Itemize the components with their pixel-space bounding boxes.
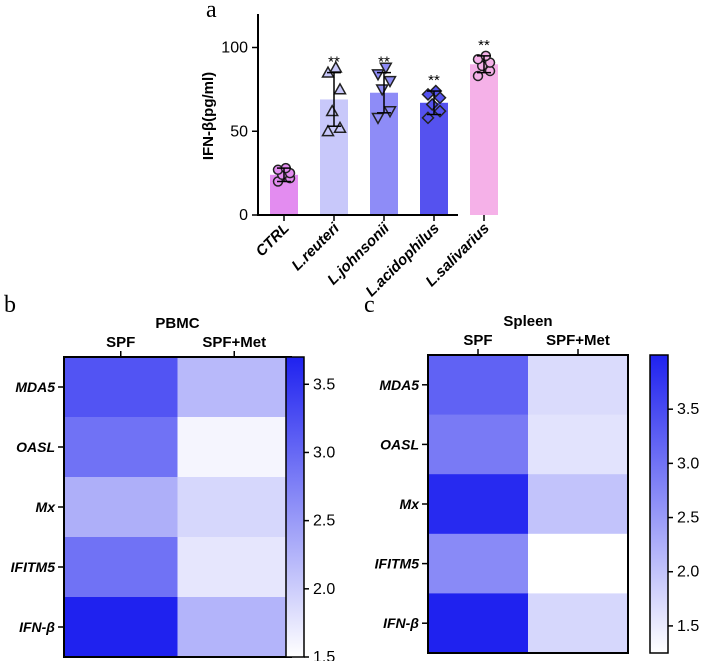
colorbar-tick-label: 1.5 [313,649,335,661]
heatmap-row-label: Mx [36,499,57,515]
panel-label-a: a [206,0,217,23]
data-point [383,106,397,119]
bar [470,64,498,215]
heatmap-row-label: OASL [380,436,419,452]
significance-label: ** [478,37,490,54]
heatmap-cell [64,417,178,478]
data-point [333,120,347,134]
heatmap-cell [177,537,292,598]
bar-y-ticks: 0 50 100 [221,40,258,224]
heatmap-row-label: OASL [16,439,55,455]
colorbar [649,354,669,654]
bar-significance-labels: ** ** ** ** [328,37,490,89]
heatmap-row-label: MDA5 [15,379,55,395]
heatmap-cell [528,414,629,475]
heatmap-cell [428,593,529,654]
heatmap-cell [428,533,529,594]
bar-category-label: CTRL [253,220,293,260]
heatmap-cell [177,357,292,418]
heatmap-column-label: SPF+Met [202,334,266,351]
heatmap-cell [428,414,529,475]
colorbar-tick-label: 2.5 [677,510,699,527]
colorbar-tick-label: 1.5 [677,618,699,635]
colorbar [285,356,305,658]
heatmap-cell [64,597,178,658]
heatmap-column-label: SPF [463,332,492,349]
heatmap-border [427,354,629,654]
heatmap-cell [528,593,629,654]
data-point [325,104,339,117]
heatmap-cell [64,537,178,598]
significance-label: ** [378,54,390,71]
heatmap-cell [177,417,292,478]
colorbar-tick-label: 2.0 [313,581,335,598]
heatmap-cell [428,474,529,535]
heatmap-cell [528,355,629,416]
heatmap-row-label: IFITM5 [11,559,56,575]
data-point [379,62,393,75]
heatmap-cell [177,597,292,658]
significance-label: ** [328,54,340,71]
colorbar-tick-label: 3.0 [677,455,699,472]
colorbar-tick-label: 3.5 [677,401,699,418]
data-point [425,97,439,112]
data-point [371,69,385,82]
bar-y-axis-label: IFN-β(pg/ml) [200,72,217,160]
data-point [333,82,347,95]
heatmap-row-label: Mx [400,496,421,512]
heatmap-cell [528,533,629,594]
heatmap-row-label: IFITM5 [375,556,420,572]
heatmap-title: PBMC [155,315,199,332]
heatmap-row-label: IFN-β [383,615,419,631]
heatmap-pbmc: PBMC SPF SPF+Met MDA5 OASL Mx IFITM5 IFN-β 1.5 2.… [11,315,336,661]
heatmap-row-label: MDA5 [379,377,419,393]
bar-error-bars [277,55,491,183]
bar-category-labels: CTRLL.reuteriL.johnsoniiL.acidophilusL.s… [253,215,493,300]
heatmap-cell [528,474,629,535]
colorbar-tick-label: 2.0 [677,564,699,581]
heatmap-cell [64,477,178,538]
heatmap-title: Spleen [503,313,552,330]
bar [420,102,448,215]
heatmap-column-label: SPF [106,334,135,351]
bar-y-tick-label: 0 [239,207,248,224]
heatmap-cell [428,355,529,416]
data-point [383,75,397,89]
data-point [472,70,484,82]
bar-y-tick-label: 50 [230,123,248,140]
panel-label-b: b [4,292,16,318]
heatmap-spleen: Spleen SPF SPF+Met MDA5 OASL Mx IFITM5 IFN-β 1.5… [375,313,699,654]
heatmap-cell [177,477,292,538]
colorbar-tick-label: 2.5 [313,513,335,530]
panel-label-c: c [364,292,375,318]
bar-y-tick-label: 100 [221,40,248,57]
bar-chart: IFN-β(pg/ml) 0 50 100 ** ** ** ** CTRLL.reute… [200,14,498,300]
heatmap-column-label: SPF+Met [546,332,610,349]
colorbar-tick-label: 3.5 [313,376,335,393]
colorbar-tick-label: 3.0 [313,444,335,461]
data-point [321,124,335,137]
heatmap-cell [64,357,178,418]
bar-axes [257,14,458,216]
data-point [375,84,389,97]
heatmap-row-label: IFN-β [19,619,55,635]
significance-label: ** [428,72,440,89]
